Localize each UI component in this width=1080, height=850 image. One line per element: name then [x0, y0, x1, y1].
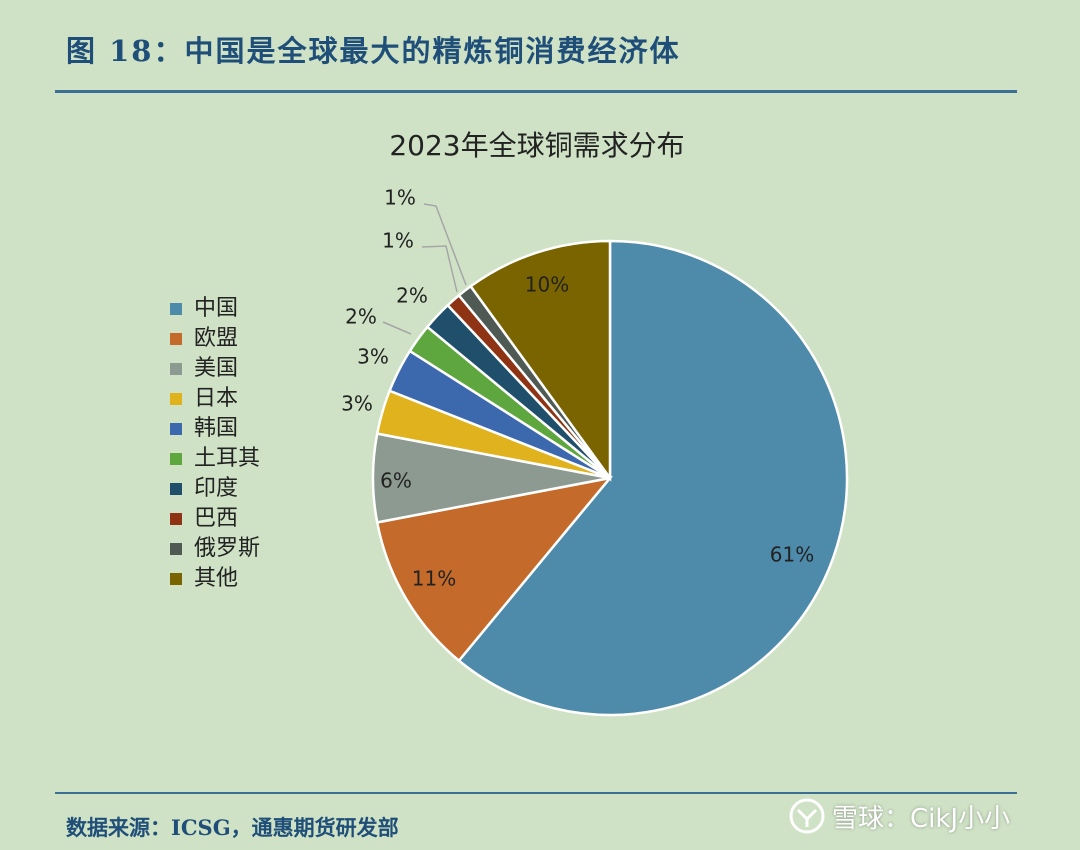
source-note: 数据来源：ICSG，通惠期货研发部	[66, 815, 399, 840]
top-divider	[55, 90, 1017, 93]
figure-title: 图 18：中国是全球最大的精炼铜消费经济体	[66, 34, 681, 68]
legend-label-日本: 日本	[194, 386, 238, 411]
legend-label-韩国: 韩国	[194, 416, 238, 441]
pie-chart: 2023年全球铜需求分布 61% 11% 6% 3% 3% 2% 2% 1% 1% 10% 中国欧…	[170, 129, 849, 717]
data-label-俄罗斯: 1%	[384, 186, 416, 210]
leader-line-俄罗斯	[423, 203, 467, 286]
watermark-text: 雪球：CikJ小小	[832, 803, 1011, 834]
leader-line-土耳其	[382, 321, 412, 335]
data-label-韩国: 3%	[357, 345, 389, 369]
data-label-美国: 6%	[380, 469, 412, 493]
legend-label-印度: 印度	[194, 476, 238, 501]
leader-line-巴西	[421, 245, 458, 293]
legend-label-土耳其: 土耳其	[194, 446, 260, 471]
legend-swatch-韩国	[170, 423, 182, 435]
xueqiu-logo-icon	[789, 798, 825, 834]
pie-slice-中国	[457, 239, 849, 717]
legend-label-巴西: 巴西	[194, 506, 238, 531]
data-label-欧盟: 11%	[412, 567, 456, 591]
legend-label-俄罗斯: 俄罗斯	[194, 536, 260, 561]
legend-swatch-其他	[170, 573, 182, 585]
legend-swatch-日本	[170, 393, 182, 405]
bottom-divider	[55, 792, 1017, 794]
legend-swatch-欧盟	[170, 333, 182, 345]
data-label-中国: 61%	[770, 543, 814, 567]
legend-swatch-中国	[170, 303, 182, 315]
legend-swatch-印度	[170, 483, 182, 495]
legend-label-美国: 美国	[194, 356, 238, 381]
watermark: 雪球：CikJ小小	[788, 796, 1010, 836]
legend-label-中国: 中国	[194, 296, 238, 321]
data-labels: 61% 11% 6% 3% 3% 2% 2% 1% 1% 10%	[341, 186, 814, 591]
data-label-巴西: 1%	[382, 229, 414, 253]
data-label-其他: 10%	[525, 273, 569, 297]
legend-swatch-土耳其	[170, 453, 182, 465]
pie-slices	[371, 239, 849, 717]
leader-lines	[382, 203, 467, 335]
legend-label-欧盟: 欧盟	[194, 326, 238, 351]
legend-swatch-美国	[170, 363, 182, 375]
data-label-土耳其: 2%	[345, 305, 377, 329]
legend-swatch-俄罗斯	[170, 543, 182, 555]
legend-swatch-巴西	[170, 513, 182, 525]
data-label-日本: 3%	[341, 392, 373, 416]
pie-slice-欧盟	[375, 476, 614, 663]
legend-label-其他: 其他	[194, 566, 238, 591]
pie-slice-其他	[468, 239, 612, 482]
data-label-印度: 2%	[396, 284, 428, 308]
chart-title: 2023年全球铜需求分布	[389, 129, 684, 162]
